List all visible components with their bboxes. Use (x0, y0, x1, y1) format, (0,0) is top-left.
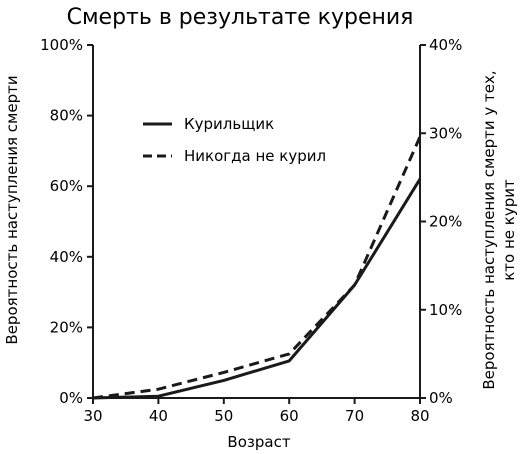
y-right-tick-label: 30% (429, 124, 462, 142)
y-left-tick-label: 60% (50, 177, 83, 195)
series-line-never-smoked (92, 136, 422, 400)
y-axis-right-label-line2: кто не курит (500, 179, 518, 281)
y-right-tick-label: 0% (429, 389, 453, 407)
x-tick-label: 30 (83, 407, 102, 425)
x-axis-label: Возраст (227, 433, 290, 451)
legend: Курильщик Никогда не курил (143, 115, 326, 165)
x-tick-label: 60 (280, 407, 299, 425)
y-left-tick-label: 100% (40, 36, 83, 54)
x-tick-label: 50 (214, 407, 233, 425)
y-right-tick-label: 10% (429, 301, 462, 319)
axes-group (92, 45, 421, 399)
y-axis-right-label-line1: Вероятность наступления смерти у тех, (480, 70, 498, 389)
y-left-tick-label: 80% (50, 107, 83, 125)
y-left-tick-label: 0% (59, 389, 83, 407)
series-group (92, 136, 422, 400)
x-tick-label: 70 (345, 407, 364, 425)
legend-label: Курильщик (184, 115, 274, 133)
y-left-tick-label: 40% (50, 248, 83, 266)
y-right-tick-label: 20% (429, 213, 462, 231)
y-axis-left-label: Вероятность наступления смерти (3, 75, 21, 344)
ticks-group: 30 40 50 60 70 800%20%40%60%80%100%0%10%20%30… (40, 36, 462, 425)
y-left-tick-label: 20% (50, 318, 83, 336)
chart-title: Смерть в результате курения (67, 5, 414, 30)
y-right-tick-label: 40% (429, 36, 462, 54)
x-tick-label: 80 (410, 407, 429, 425)
x-tick-label: 40 (149, 407, 168, 425)
series-line-smoker (92, 178, 422, 400)
legend-label: Никогда не курил (184, 147, 326, 165)
